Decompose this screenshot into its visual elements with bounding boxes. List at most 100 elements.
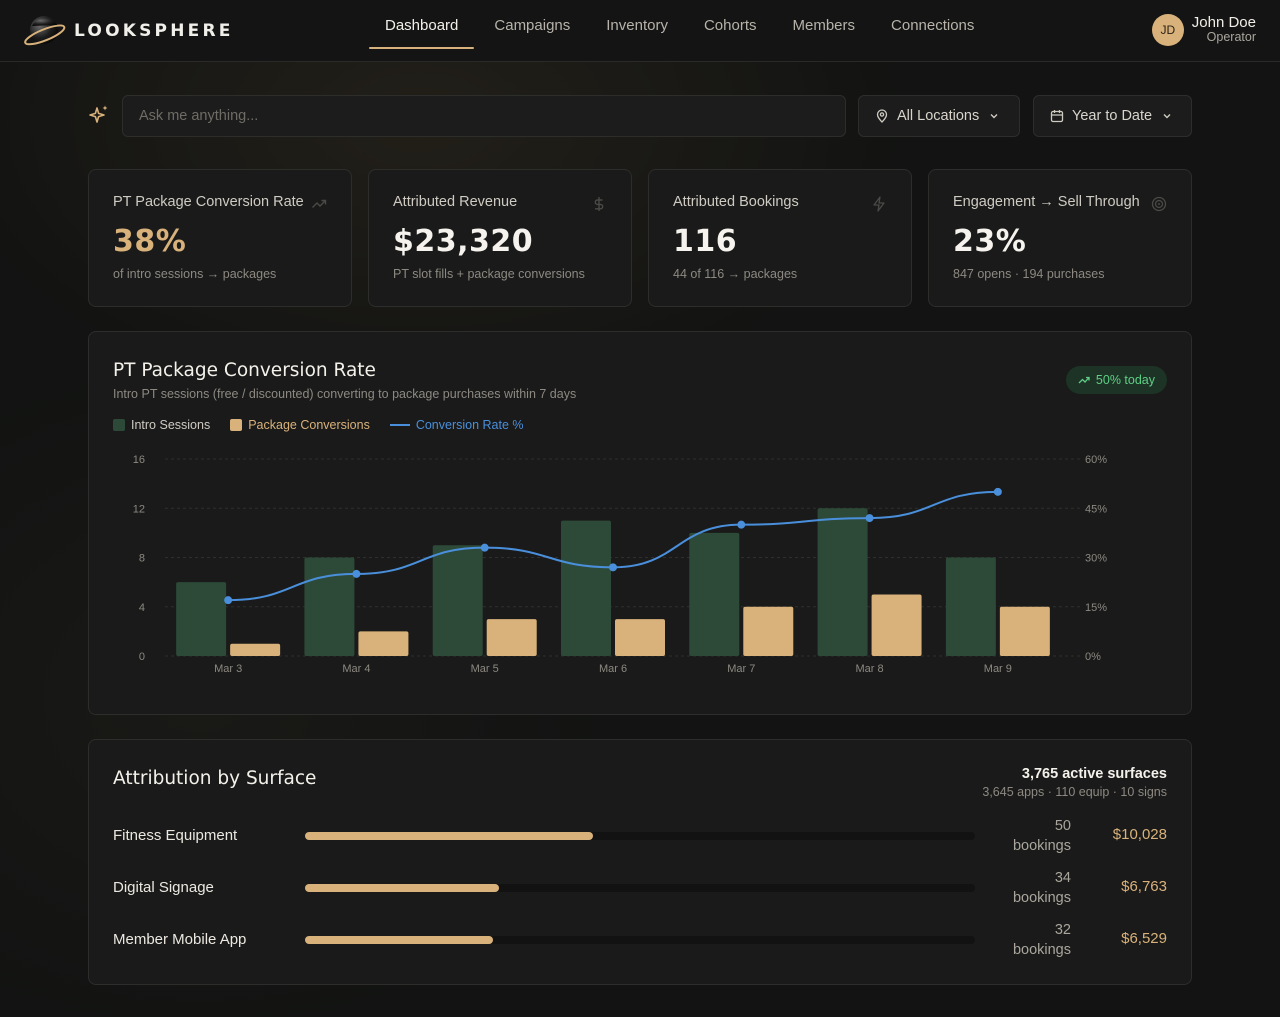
y2-tick-label: 60% [1085, 454, 1107, 466]
y2-tick-label: 45% [1085, 503, 1107, 515]
chart-subtitle: Intro PT sessions (free / discounted) co… [113, 387, 577, 401]
dollar-icon [594, 197, 604, 211]
legend-package-conversions[interactable]: Package Conversions [230, 418, 370, 432]
y-tick-label: 16 [133, 454, 145, 466]
conversion-chart-panel: PT Package Conversion Rate Intro PT sess… [88, 331, 1192, 715]
user-role: Operator [1206, 30, 1256, 44]
conversion-rate-point [737, 520, 746, 529]
attribution-row-digital-signage[interactable]: Digital Signage 34 bookings $6,763 [113, 866, 1167, 910]
chevron-down-icon [990, 114, 998, 119]
period-filter[interactable]: Year to Date [1033, 95, 1192, 137]
trend-up-icon [1078, 376, 1090, 384]
conversion-rate-point [609, 563, 617, 572]
legend-intro-sessions[interactable]: Intro Sessions [113, 418, 210, 432]
legend-label: Intro Sessions [131, 418, 211, 432]
package-conversions-bar [743, 606, 794, 656]
planet-logo-icon [24, 16, 66, 46]
attribution-bookings: 34 bookings [993, 868, 1071, 908]
sparkle-icon [89, 105, 108, 123]
kpi-value: $23,320 [393, 224, 534, 259]
kpi-subtitle: PT slot fills + package conversions [393, 267, 585, 281]
attribution-amount: $6,529 [1121, 930, 1167, 947]
attribution-bar-track [305, 936, 975, 944]
kpi-card-revenue[interactable]: Attributed Revenue $23,320 PT slot fills… [368, 169, 632, 307]
bookings-count: 32 [1054, 922, 1071, 938]
kpi-value: 23% [953, 224, 1027, 259]
kpi-title: Attributed Revenue [393, 194, 518, 210]
y2-tick-label: 0% [1085, 651, 1101, 663]
top-navigation: LOOKSPHERE Dashboard Campaigns Inventory… [0, 0, 1280, 62]
attribution-bookings: 32 bookings [993, 920, 1071, 960]
y-tick-label: 8 [139, 553, 145, 565]
x-tick-label: Mar 7 [727, 663, 755, 675]
attribution-row-member-mobile-app[interactable]: Member Mobile App 32 bookings $6,529 [113, 918, 1167, 962]
trend-up-icon [312, 199, 327, 208]
y2-tick-label: 30% [1085, 553, 1107, 565]
attribution-panel: Attribution by Surface 3,765 active surf… [88, 739, 1192, 985]
today-badge-label: 50% today [1095, 373, 1155, 387]
conversion-chart: 0 4 8 12 16 0% 15% 30% 45% 60% Mar 3 Mar 4 Mar 5 Mar … [133, 454, 1107, 675]
intro-sessions-bar [689, 532, 740, 656]
attribution-bar-fill [305, 832, 594, 840]
legend-swatch [389, 424, 410, 426]
intro-sessions-bar [561, 520, 611, 656]
x-tick-label: Mar 3 [214, 663, 242, 675]
attribution-row-fitness-equipment[interactable]: Fitness Equipment 50 bookings $10,028 [113, 814, 1167, 858]
chevron-down-icon [1163, 114, 1171, 119]
user-menu[interactable]: JD John Doe Operator [1151, 14, 1256, 46]
x-tick-label: Mar 9 [984, 663, 1012, 675]
attribution-title: Attribution by Surface [113, 768, 317, 789]
brand[interactable]: LOOKSPHERE [24, 13, 234, 49]
kpi-title: Attributed Bookings [673, 194, 799, 210]
attribution-bar-fill [305, 936, 493, 944]
legend-conversion-rate[interactable]: Conversion Rate % [389, 418, 524, 432]
x-tick-label: Mar 8 [856, 663, 884, 675]
kpi-subtitle: of intro sessions → packages [113, 267, 277, 281]
main-nav: Dashboard Campaigns Inventory Cohorts Me… [369, 0, 994, 62]
kpi-card-bookings[interactable]: Attributed Bookings 116 44 of 116 → pack… [648, 169, 912, 307]
attribution-bar-track [305, 832, 975, 840]
y-tick-label: 12 [133, 503, 145, 515]
attribution-breakdown: 3,645 apps · 110 equip · 10 signs [982, 785, 1167, 799]
legend-label: Package Conversions [248, 418, 370, 432]
attribution-bar-fill [305, 884, 500, 892]
package-conversions-bar [999, 606, 1050, 656]
kpi-card-engagement[interactable]: Engagement → Sell Through 23% 847 opens … [928, 169, 1192, 307]
user-info: John Doe Operator [1192, 15, 1256, 45]
nav-inventory[interactable]: Inventory [606, 16, 668, 34]
ask-input[interactable] [122, 95, 846, 137]
location-filter-label: All Locations [897, 108, 980, 124]
lightning-icon [873, 196, 885, 212]
nav-connections[interactable]: Connections [891, 16, 975, 34]
location-pin-icon [876, 109, 888, 123]
bookings-unit: bookings [1012, 942, 1071, 958]
chart-title: PT Package Conversion Rate [113, 360, 376, 381]
attribution-label: Digital Signage [113, 879, 214, 896]
brand-name: LOOKSPHERE [74, 21, 234, 41]
y-tick-label: 4 [139, 602, 145, 614]
intro-sessions-bar [432, 545, 483, 656]
nav-members[interactable]: Members [792, 16, 856, 34]
conversion-rate-point [352, 569, 361, 578]
y-tick-label: 0 [139, 651, 145, 663]
nav-cohorts[interactable]: Cohorts [703, 16, 757, 34]
legend-swatch [113, 419, 125, 431]
package-conversions-bar [615, 619, 665, 656]
nav-campaigns[interactable]: Campaigns [494, 16, 571, 34]
y2-tick-label: 15% [1085, 602, 1107, 614]
avatar[interactable]: JD [1151, 14, 1184, 46]
package-conversions-bar [486, 619, 537, 656]
location-filter[interactable]: All Locations [858, 95, 1020, 137]
attribution-total: 3,765 active surfaces [1021, 766, 1167, 782]
today-badge: 50% today [1065, 366, 1167, 394]
kpi-card-conversion[interactable]: PT Package Conversion Rate 38% of intro … [88, 169, 352, 307]
calendar-icon [1050, 110, 1064, 123]
nav-dashboard[interactable]: Dashboard [369, 0, 475, 50]
legend-swatch [230, 419, 243, 431]
attribution-label: Member Mobile App [113, 931, 247, 948]
conversion-rate-point [993, 487, 1002, 496]
kpi-title: PT Package Conversion Rate [113, 194, 304, 210]
bookings-unit: bookings [1012, 838, 1071, 854]
legend-label: Conversion Rate % [415, 418, 524, 432]
kpi-value: 38% [113, 224, 187, 259]
